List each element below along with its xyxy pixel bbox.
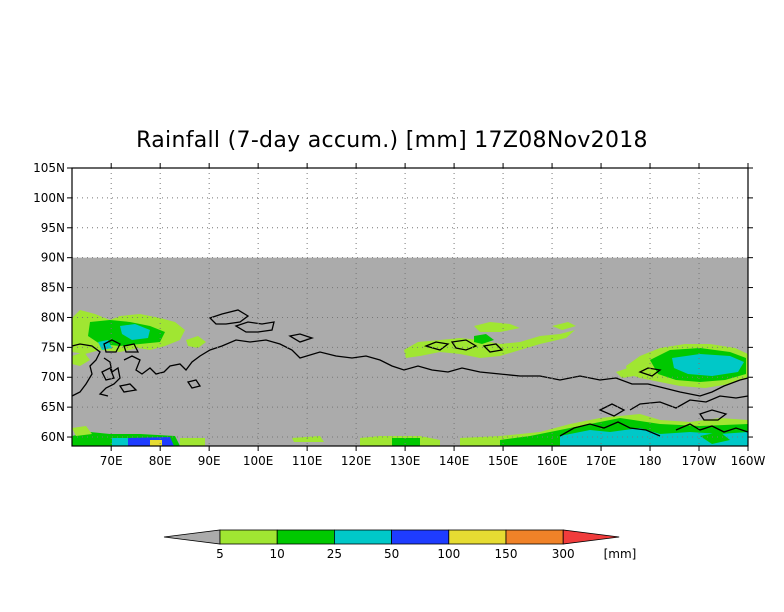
lat-tick-label: 80N <box>41 310 65 324</box>
rain-shading <box>72 310 748 446</box>
colorbar-bin <box>448 529 507 545</box>
lon-tick-label: 110E <box>292 454 323 468</box>
lon-tick-label: 170E <box>586 454 617 468</box>
colorbar-low-arrow <box>163 529 221 545</box>
rain-patch <box>72 426 92 436</box>
coastline <box>288 333 315 343</box>
coastline <box>629 395 749 411</box>
colorbar-tick-label: 5 <box>216 547 224 561</box>
colorbar-bin <box>333 529 392 545</box>
lat-tick-label: 75N <box>41 340 65 354</box>
rain-patch <box>72 352 90 366</box>
rain-patch <box>700 432 730 444</box>
coastline <box>450 339 478 351</box>
colorbar-tick-label: 25 <box>327 547 342 561</box>
coastline <box>208 309 250 325</box>
coastline <box>118 383 138 393</box>
colorbar-bin <box>276 529 335 545</box>
rain-patch <box>560 428 748 446</box>
colorbar-tick-label: 100 <box>437 547 460 561</box>
rain-patch <box>292 436 324 442</box>
lat-tick-label: 100N <box>33 191 65 205</box>
coastline <box>123 343 140 353</box>
lon-tick-label: 80E <box>149 454 172 468</box>
coastline <box>423 341 450 351</box>
axes: 60N 65N 70N 75N 80N 85N 90N 95N 100N 105N 70E 80E 90… <box>33 161 765 468</box>
lon-tick-label: 90E <box>198 454 221 468</box>
rain-patch <box>120 324 150 340</box>
lon-tick-label: 170W <box>682 454 717 468</box>
rain-patch <box>180 438 205 446</box>
colorbar-high-arrow <box>562 529 620 545</box>
map-title: Rainfall (7-day accum.) [mm] 17Z08Nov201… <box>136 128 648 153</box>
coastline <box>123 339 749 397</box>
colorbar: 5 10 25 50 100 150 300 [mm] <box>163 529 637 561</box>
lon-tick-label: 70E <box>100 454 123 468</box>
lat-tick-label: 60N <box>41 430 65 444</box>
colorbar-bin <box>219 529 278 545</box>
lat-tick-label: 65N <box>41 400 65 414</box>
colorbar-units-label: [mm] <box>604 547 637 561</box>
rain-patch <box>474 334 494 344</box>
lon-tick-label: 140E <box>439 454 470 468</box>
coastline <box>103 339 121 353</box>
coastline <box>71 343 101 397</box>
lon-tick-label: 180 <box>639 454 662 468</box>
lat-tick-label: 95N <box>41 221 65 235</box>
lat-tick-label: 105N <box>33 161 65 175</box>
coastline <box>675 423 749 433</box>
lat-tick-label: 70N <box>41 370 65 384</box>
coastline <box>698 409 728 421</box>
lon-tick-label: 160E <box>537 454 568 468</box>
lon-tick-label: 100E <box>243 454 274 468</box>
lon-tick-label: 160W <box>731 454 766 468</box>
lon-tick-label: 150E <box>488 454 519 468</box>
coastline <box>638 367 662 377</box>
rain-patch <box>112 438 128 446</box>
map-border <box>71 167 749 447</box>
lat-tick-label: 90N <box>41 251 65 265</box>
rain-patch <box>150 440 162 446</box>
rain-patch <box>98 340 112 350</box>
coastline <box>559 421 661 437</box>
rain-patch <box>186 336 206 348</box>
colorbar-bin <box>505 529 564 545</box>
colorbar-tick-label: 50 <box>384 547 399 561</box>
coastline <box>598 403 626 417</box>
coastlines <box>71 309 749 437</box>
rain-patch <box>616 368 634 378</box>
rain-patch <box>552 322 576 330</box>
lat-tick-label: 85N <box>41 281 65 295</box>
rain-patch <box>474 322 520 332</box>
coastline <box>186 379 202 389</box>
colorbar-bin <box>391 529 450 545</box>
rain-patch <box>392 438 420 446</box>
lon-tick-label: 130E <box>390 454 421 468</box>
colorbar-tick-label: 10 <box>270 547 285 561</box>
rain-patch <box>404 330 575 358</box>
colorbar-tick-label: 150 <box>495 547 518 561</box>
rain-patch <box>672 354 744 376</box>
colorbar-tick-label: 300 <box>552 547 575 561</box>
coastline <box>482 343 504 353</box>
coastline <box>98 357 121 397</box>
lon-tick-label: 120E <box>341 454 372 468</box>
coastline <box>101 367 115 381</box>
coastline <box>234 321 275 333</box>
